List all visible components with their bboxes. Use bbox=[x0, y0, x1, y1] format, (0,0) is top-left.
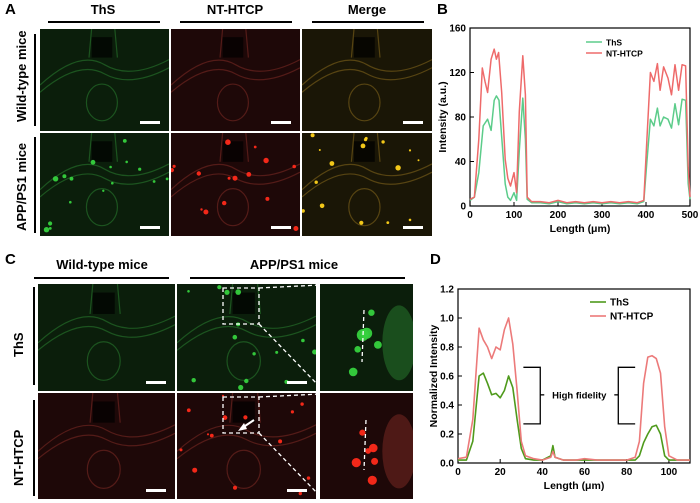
legend-label: NT-HTCP bbox=[610, 312, 654, 323]
arrow-icon bbox=[238, 419, 255, 431]
zoom-guide-line bbox=[258, 393, 321, 398]
x-tick-label: 500 bbox=[682, 210, 698, 221]
chart-b: 0 100 200 300 400 500 0 40 80 120 160 Length (μm) In… bbox=[437, 24, 698, 236]
x-tick-label: 100 bbox=[506, 210, 523, 221]
panel-a-column-underline-nthtcp bbox=[180, 21, 292, 23]
panel-label-a: A bbox=[5, 1, 16, 18]
annotation-high-fidelity: High fidelity bbox=[552, 390, 607, 401]
y-tick-label: 40 bbox=[455, 157, 467, 168]
x-axis-label: Length (μm) bbox=[550, 223, 611, 235]
legend-label: ThS bbox=[606, 38, 622, 48]
y-tick-label: 160 bbox=[449, 24, 466, 35]
micrograph-c-wildtype-nthtcp bbox=[38, 393, 175, 499]
micrograph-a-apppps1-merge bbox=[302, 133, 432, 236]
legend-label: NT-HTCP bbox=[606, 49, 643, 59]
panel-a-column-title-ths: ThS bbox=[90, 2, 116, 17]
x-tick-label: 20 bbox=[495, 467, 507, 478]
y-tick-label: 0.0 bbox=[440, 459, 454, 470]
x-tick-label: 0 bbox=[467, 210, 473, 221]
panel-c-group-title-wildtype: Wild-type mice bbox=[56, 257, 148, 272]
micrograph-c-apppps1-nthtcp bbox=[177, 393, 316, 499]
chart-d: 0 20 40 60 80 100 0.0 0.2 0.4 0.6 0.8 1.0 1.2 Length … bbox=[428, 285, 691, 492]
panel-a-column-title-merge: Merge bbox=[347, 2, 387, 17]
profile-line-nthtcp bbox=[363, 419, 367, 471]
y-tick-label: 0.2 bbox=[440, 430, 454, 441]
legend-label: ThS bbox=[610, 298, 629, 309]
scale-bar bbox=[140, 121, 160, 124]
panel-a-row-bar-apppps1 bbox=[34, 137, 36, 233]
scale-bar bbox=[287, 381, 307, 384]
panel-label-c: C bbox=[5, 251, 16, 268]
zoom-guide-line bbox=[258, 432, 319, 495]
scale-bar bbox=[403, 226, 423, 229]
y-tick-label: 1.2 bbox=[440, 285, 454, 296]
scale-bar bbox=[271, 121, 291, 124]
panel-c-group-underline-wildtype bbox=[34, 277, 169, 279]
zoom-guide-line bbox=[258, 323, 319, 386]
y-tick-label: 0.4 bbox=[440, 401, 454, 412]
x-tick-label: 400 bbox=[638, 210, 655, 221]
zoom-box-ths bbox=[222, 287, 260, 325]
micrograph-c-apppps1-ths bbox=[177, 284, 316, 391]
zoom-box-nthtcp bbox=[222, 396, 260, 434]
x-tick-label: 200 bbox=[550, 210, 567, 221]
panel-a-row-bar-wildtype bbox=[34, 34, 36, 126]
series-line-ths bbox=[458, 372, 690, 461]
micrograph-a-apppps1-nthtcp bbox=[171, 133, 300, 236]
x-tick-label: 100 bbox=[661, 467, 678, 478]
x-tick-label: 60 bbox=[579, 467, 591, 478]
x-axis-label: Length (μm) bbox=[544, 480, 605, 492]
scale-bar bbox=[271, 226, 291, 229]
micrograph-c-zoom-ths bbox=[320, 284, 413, 391]
x-tick-label: 300 bbox=[594, 210, 611, 221]
profile-line-ths bbox=[361, 309, 365, 363]
panel-c-group-underline-apppps1 bbox=[190, 277, 405, 279]
scale-bar bbox=[287, 489, 307, 492]
micrograph-c-wildtype-ths bbox=[38, 284, 175, 391]
scale-bar bbox=[146, 489, 166, 492]
micrograph-c-zoom-nthtcp bbox=[320, 393, 413, 499]
scale-bar bbox=[140, 226, 160, 229]
panel-label-d: D bbox=[430, 251, 441, 268]
scale-bar bbox=[146, 381, 166, 384]
y-tick-label: 0 bbox=[460, 202, 466, 213]
micrograph-a-wildtype-ths bbox=[40, 29, 169, 131]
panel-a-column-underline-ths bbox=[48, 21, 160, 23]
scale-bar bbox=[403, 121, 423, 124]
y-axis-label: Normalized Intensity bbox=[428, 325, 440, 428]
panel-a-column-underline-merge bbox=[312, 21, 424, 23]
x-tick-label: 80 bbox=[621, 467, 633, 478]
series-line-nthtcp bbox=[469, 48, 691, 204]
y-tick-label: 0.8 bbox=[440, 343, 454, 354]
micrograph-a-wildtype-nthtcp bbox=[171, 29, 300, 131]
series-line-ths bbox=[469, 95, 691, 205]
series-line-nthtcp bbox=[457, 317, 690, 461]
panel-c-group-title-apppps1: APP/PS1 mice bbox=[249, 257, 339, 272]
panel-c-row-bar-ths bbox=[33, 287, 35, 385]
micrograph-a-wildtype-merge bbox=[302, 29, 432, 131]
y-tick-label: 80 bbox=[455, 113, 467, 124]
y-tick-label: 0.6 bbox=[440, 372, 454, 383]
zoom-guide-line bbox=[258, 284, 321, 289]
plot-frame bbox=[457, 288, 691, 464]
x-tick-label: 40 bbox=[537, 467, 549, 478]
panel-label-b: B bbox=[437, 1, 448, 18]
y-axis-label: Intensity (a.u.) bbox=[437, 81, 449, 152]
x-tick-label: 0 bbox=[455, 467, 461, 478]
y-tick-label: 120 bbox=[449, 68, 466, 79]
y-tick-label: 1.0 bbox=[440, 314, 454, 325]
panel-a-column-title-nthtcp: NT-HTCP bbox=[206, 2, 264, 17]
micrograph-a-apppps1-ths bbox=[40, 133, 169, 236]
fidelity-brackets bbox=[523, 366, 636, 425]
panel-c-row-bar-nthtcp bbox=[33, 400, 35, 496]
